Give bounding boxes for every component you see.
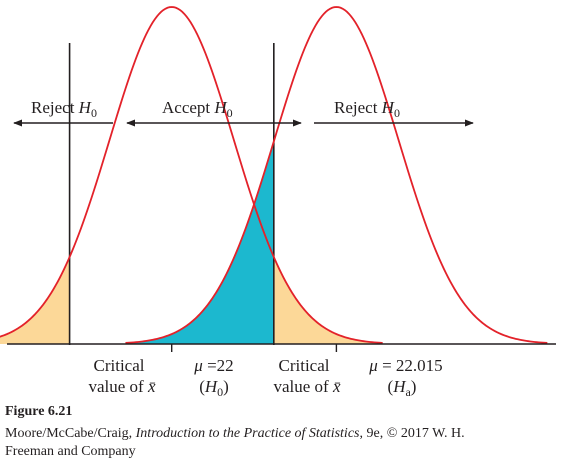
type-one-error-right-tail — [273, 257, 383, 344]
hypothesis-test-diagram: Reject H0 Accept H0 Reject H0 Critical v… — [0, 6, 556, 399]
critical-value-left-label: Critical value of x̄ — [88, 356, 155, 396]
critical-value-right-label: Critical value of x̄ — [273, 356, 340, 396]
reject-left-label: Reject H0 — [31, 98, 97, 120]
null-distribution-curve — [0, 6, 383, 344]
svg-text:μ =22: μ =22 — [193, 356, 233, 375]
reject-right-label: Reject H0 — [334, 98, 400, 120]
credit-book-title: Introduction to the Practice of Statisti… — [135, 426, 360, 441]
figure-label: Figure 6.21 — [5, 404, 73, 419]
svg-text:μ = 22.015: μ = 22.015 — [368, 356, 442, 375]
type-one-error-left-tail — [0, 257, 70, 344]
svg-text:Critical: Critical — [94, 356, 145, 375]
mu-alt-label: μ = 22.015 (Ha) — [368, 356, 442, 399]
type-two-error-region — [125, 141, 274, 344]
svg-text:(Ha): (Ha) — [388, 377, 417, 399]
svg-text:(H0): (H0) — [199, 377, 229, 399]
accept-label: Accept H0 — [162, 98, 233, 120]
svg-text:Critical: Critical — [279, 356, 330, 375]
svg-text:value of x̄: value of x̄ — [273, 377, 340, 396]
svg-text:value of x̄: value of x̄ — [88, 377, 155, 396]
credit-authors: Moore/McCabe/Craig, — [5, 426, 136, 441]
alternative-distribution-curve — [125, 6, 548, 344]
figure-credit: Moore/McCabe/Craig, Introduction to the … — [5, 425, 555, 442]
credit-edition: , 9e, © 2017 W. H. — [359, 426, 465, 441]
mu-null-label: μ =22 (H0) — [193, 356, 233, 399]
figure-publisher: Freeman and Company — [5, 444, 136, 459]
